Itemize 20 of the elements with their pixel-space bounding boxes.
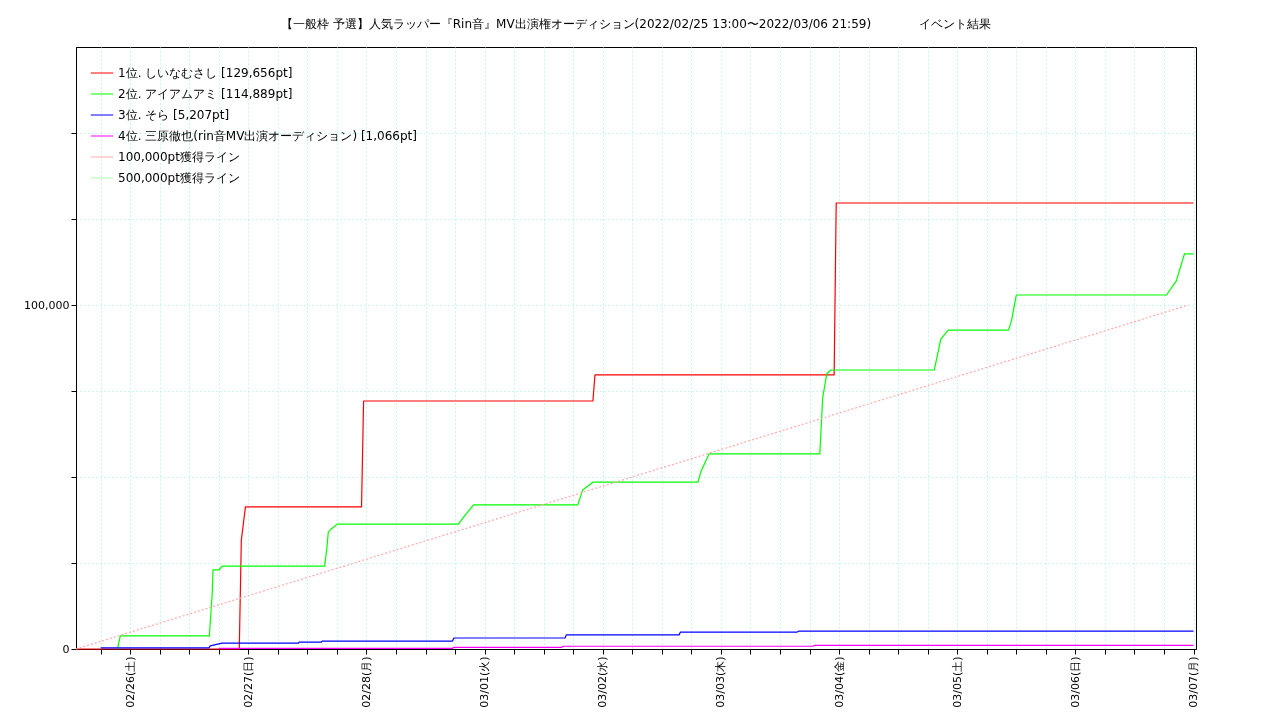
- x-tick-label: 03/05(土): [950, 656, 964, 708]
- x-tick-label: 02/27(日): [241, 656, 255, 708]
- y-tick-label: 100,000: [24, 298, 70, 312]
- x-tick-label: 03/02(水): [596, 656, 610, 708]
- y-tick-label: 0: [62, 642, 70, 656]
- x-tick-label: 03/04(金): [832, 656, 846, 708]
- chart-title: 【一般枠 予選】人気ラッパー『Rin音』MV出演権オーディション(2022/02/25 13:00〜2022/03/06 21:59) イベント結果: [280, 17, 992, 31]
- line-series: [100, 630, 1195, 649]
- x-tick-label: 03/06(日): [1068, 656, 1082, 708]
- x-tick-label: 03/01(火): [478, 656, 492, 708]
- legend-label: 2位. アイアムアミ [114,889pt]: [118, 87, 293, 101]
- legend-label: 500,000pt獲得ライン: [118, 171, 240, 185]
- x-tick-label: 02/26(土): [123, 656, 137, 708]
- x-tick-label: 02/28(月): [359, 656, 373, 708]
- legend-label: 3位. そら [5,207pt]: [118, 108, 230, 122]
- x-tick-label: 03/03(木): [714, 656, 728, 708]
- legend-label: 4位. 三原徹也(rin音MV出演オーディション) [1,066pt]: [118, 129, 417, 143]
- legend-label: 1位. しいなむさし [129,656pt]: [118, 66, 293, 80]
- x-tick-label: 03/07(月): [1187, 656, 1201, 708]
- legend-label: 100,000pt獲得ライン: [118, 150, 240, 164]
